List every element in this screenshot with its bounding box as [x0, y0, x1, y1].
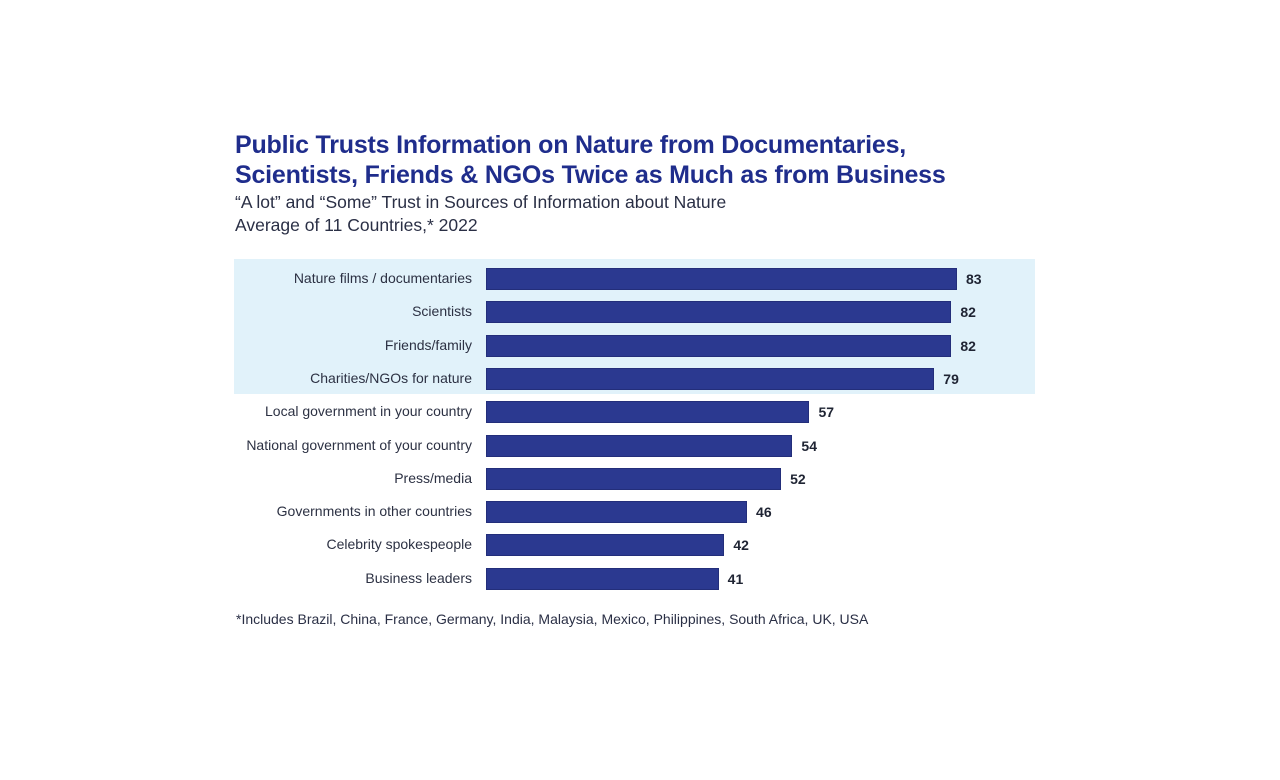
value-label: 82	[960, 304, 976, 321]
value-label: 42	[733, 537, 749, 554]
chart-title: Public Trusts Information on Nature from…	[235, 131, 946, 190]
category-label: Governments in other countries	[276, 503, 472, 520]
bar	[486, 501, 748, 524]
bar-row: Scientists 82	[0, 295, 1280, 328]
value-label: 82	[960, 337, 976, 354]
category-label: National government of your country	[246, 436, 472, 453]
bar	[486, 268, 957, 290]
category-label: Local government in your country	[265, 403, 472, 420]
value-label: 54	[801, 437, 817, 454]
bar-row: Friends/family 82	[0, 329, 1280, 362]
bar	[486, 434, 793, 457]
category-label: Charities/NGOs for nature	[310, 369, 472, 386]
bar	[486, 301, 952, 324]
bar-row: Celebrity spokespeople 42	[0, 528, 1280, 561]
chart-subtitle-line-2: Average of 11 Countries,* 2022	[235, 214, 478, 235]
bar	[486, 367, 935, 390]
bar-row: Local government in your country 57	[0, 395, 1280, 428]
chart-title-line-2: Scientists, Friends & NGOs Twice as Much…	[235, 160, 946, 189]
chart-subtitle: “A lot” and “Some” Trust in Sources of I…	[235, 191, 726, 236]
value-label: 46	[756, 504, 772, 521]
category-label: Nature films / documentaries	[293, 270, 472, 286]
category-label: Business leaders	[365, 569, 472, 586]
chart-subtitle-line-1: “A lot” and “Some” Trust in Sources of I…	[235, 192, 727, 212]
bar	[486, 534, 725, 557]
value-label: 83	[966, 271, 982, 287]
value-label: 79	[943, 370, 959, 387]
bar	[486, 401, 810, 424]
category-label: Celebrity spokespeople	[326, 536, 472, 553]
bar-row: Nature films / documentaries 83	[0, 262, 1280, 295]
chart-title-line-1: Public Trusts Information on Nature from…	[235, 131, 907, 159]
bar-row: Business leaders 41	[0, 562, 1280, 595]
footnote: *Includes Brazil, China, France, Germany…	[236, 611, 869, 627]
bar	[486, 467, 782, 490]
bar	[486, 334, 952, 357]
value-label: 52	[790, 470, 806, 487]
category-label: Friends/family	[384, 336, 472, 353]
bar-row: Press/media 52	[0, 462, 1280, 495]
category-label: Press/media	[394, 469, 472, 486]
value-label: 41	[727, 570, 744, 587]
bar-row: National government of your country 54	[0, 429, 1280, 462]
bar-row: Charities/NGOs for nature 79	[0, 362, 1280, 395]
value-label: 57	[818, 404, 835, 421]
category-label: Scientists	[412, 303, 472, 320]
bar-row: Governments in other countries 46	[0, 495, 1280, 528]
bar	[486, 567, 719, 590]
